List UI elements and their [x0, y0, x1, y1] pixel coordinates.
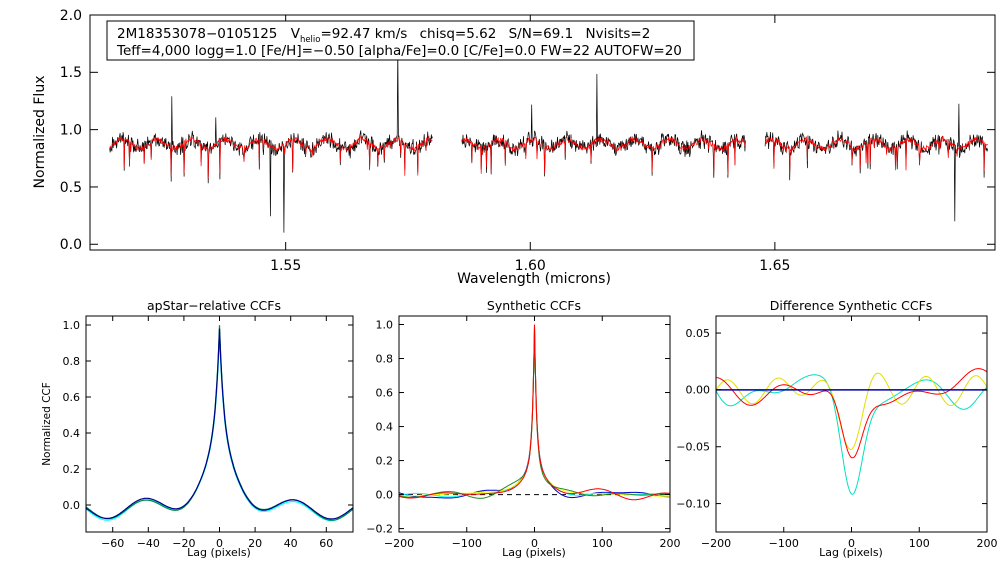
- y-tick-label: 1.0: [63, 319, 81, 332]
- apstar-ccf-line-combined: [85, 328, 354, 520]
- synthetic-ccf-line-ccf-green: [398, 328, 671, 499]
- difference-ccf-ticks: −200 −100 0 100 200 −0.10 −0.05 0.00 0.05: [676, 316, 998, 550]
- difference-ccf-axes-frame: [715, 315, 988, 533]
- y-tick-label: 0.8: [376, 352, 394, 365]
- apstar-ccf-title: apStar−relative CCFs: [147, 298, 281, 313]
- spectrum-synthetic-line: [109, 135, 433, 179]
- y-tick-label: 0.00: [686, 384, 711, 397]
- apstar-ccf-xlabel: Lag (pixels): [187, 546, 251, 559]
- difference-ccf-line-diff-cyan: [715, 374, 988, 495]
- x-tick-label: −200: [384, 537, 414, 550]
- svg-text:2M18353078−0105125 Vhe: 2M18353078−0105125 Vhelio=92.47 km/s chi…: [117, 26, 650, 45]
- y-tick-label: −0.05: [676, 441, 710, 454]
- x-tick-label: 200: [660, 537, 681, 550]
- y-tick-label: 0.6: [63, 391, 81, 404]
- spectrum-ylabel: Normalized Flux: [32, 76, 48, 189]
- x-tick-label: 0: [531, 537, 538, 550]
- spectrum-panel: 1.55 1.60 1.65 0.0 0.5 1.0 1.5 2.0 Wavelength (…: [32, 8, 996, 287]
- spectrum-ticks: 1.55 1.60 1.65 0.0 0.5 1.0 1.5 2.0: [60, 8, 995, 274]
- x-tick-label: 40: [284, 537, 298, 550]
- spectrum-annotation-box: 2M18353078−0105125 Vhelio=92.47 km/s chi…: [106, 20, 695, 61]
- x-tick-label: 1.65: [759, 258, 790, 274]
- y-tick-label: 0.8: [63, 355, 81, 368]
- y-tick-label: 0.6: [376, 386, 394, 399]
- apstar-ccf-panel: apStar−relative CCFs −60 −40 −20 0 20 40 60 0.0…: [41, 298, 354, 559]
- synthetic-ccf-line-ccf-red: [398, 324, 671, 501]
- annot-vhelio-sub: helio: [300, 35, 321, 45]
- y-tick-label: 0.5: [60, 180, 82, 196]
- difference-ccf-data: [715, 368, 988, 495]
- y-tick-label: 0.4: [63, 427, 81, 440]
- difference-ccf-line-diff-yellow: [715, 372, 988, 451]
- y-tick-label: 1.5: [60, 65, 82, 81]
- x-tick-label: 100: [592, 537, 613, 550]
- x-tick-label: 0: [848, 537, 855, 550]
- y-tick-label: 0.05: [686, 327, 711, 340]
- x-tick-label: 1.55: [270, 258, 301, 274]
- x-tick-label: 60: [319, 537, 333, 550]
- synthetic-ccf-title: Synthetic CCFs: [487, 298, 581, 313]
- x-tick-label: 100: [909, 537, 930, 550]
- x-tick-label: −20: [172, 537, 195, 550]
- y-tick-label: 0.0: [376, 488, 394, 501]
- spectrum-synthetic-line: [764, 135, 988, 175]
- y-tick-label: 0.4: [376, 420, 394, 433]
- x-tick-label: −200: [701, 537, 731, 550]
- annot-snr: S/N=69.1: [509, 26, 574, 42]
- spectrum-axes-frame: [89, 14, 996, 251]
- x-tick-label: 20: [248, 537, 262, 550]
- spectrum-data: [109, 44, 989, 233]
- synthetic-ccf-data: [398, 324, 671, 501]
- difference-ccf-title: Difference Synthetic CCFs: [770, 298, 933, 313]
- x-tick-label: 1.60: [515, 258, 546, 274]
- annot-params: Teff=4,000 logg=1.0 [Fe/H]=−0.50 [alpha/…: [116, 43, 682, 59]
- apstar-ccf-ticks: −60 −40 −20 0 20 40 60 0.0 0.2 0.4 0.6 0.8 1.0: [63, 316, 353, 550]
- x-tick-label: −60: [101, 537, 124, 550]
- y-tick-label: 1.0: [60, 123, 82, 139]
- y-tick-label: 0.2: [63, 463, 81, 476]
- spectrum-synthetic-line: [461, 135, 746, 175]
- x-tick-label: 0: [216, 537, 223, 550]
- synthetic-ccf-xlabel: Lag (pixels): [502, 546, 566, 559]
- y-tick-label: 2.0: [60, 8, 82, 24]
- annot-vhelio-value: =92.47 km/s: [320, 26, 407, 42]
- x-tick-label: −100: [452, 537, 482, 550]
- apstar-ccf-line-visit-2: [85, 325, 354, 521]
- difference-ccf-xlabel: Lag (pixels): [819, 546, 883, 559]
- y-tick-label: 1.0: [376, 318, 394, 331]
- x-tick-label: −40: [137, 537, 160, 550]
- spectrum-observed-line: [461, 73, 746, 178]
- synthetic-ccf-panel: Synthetic CCFs −200 −100 0 100 200 −0.2 0.0 0.2…: [366, 298, 680, 559]
- difference-ccf-panel: Difference Synthetic CCFs −200 −100 0 100 20…: [676, 298, 997, 559]
- annot-nvisits: Nvisits=2: [585, 26, 650, 42]
- x-tick-label: 200: [977, 537, 998, 550]
- synthetic-ccf-ticks: −200 −100 0 100 200 −0.2 0.0 0.2 0.4 0.6 0.8 1.0: [366, 316, 681, 550]
- spectrum-observed-line: [764, 103, 989, 222]
- annot-chisq: chisq=5.62: [420, 26, 497, 42]
- y-tick-label: 0.0: [60, 237, 82, 253]
- x-tick-label: −100: [769, 537, 799, 550]
- y-tick-label: −0.2: [366, 522, 393, 535]
- y-tick-label: 0.2: [376, 454, 394, 467]
- difference-ccf-line-diff-red: [716, 368, 988, 459]
- y-tick-label: −0.10: [676, 497, 710, 510]
- y-tick-label: 0.0: [63, 499, 81, 512]
- annot-vhelio-label: V: [291, 26, 301, 42]
- annot-star-id: 2M18353078−0105125: [117, 26, 277, 42]
- apstar-ccf-line-visit-1: [85, 333, 354, 522]
- apstar-ccf-data: [85, 325, 354, 522]
- spectrum-xlabel: Wavelength (microns): [457, 271, 611, 287]
- apstar-ccf-ylabel: Normalized CCF: [41, 382, 53, 466]
